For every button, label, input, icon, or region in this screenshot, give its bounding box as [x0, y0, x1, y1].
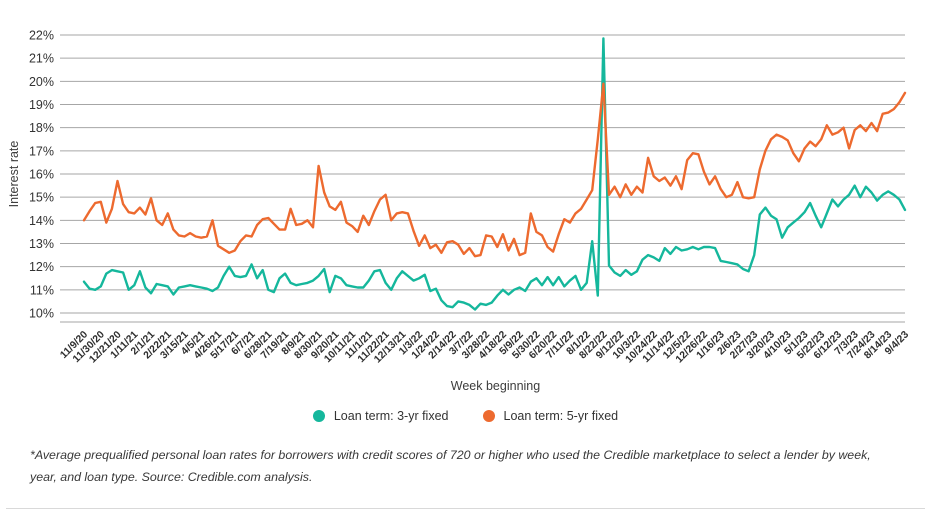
bottom-divider [6, 508, 925, 510]
svg-text:14%: 14% [29, 214, 54, 228]
x-axis-title: Week beginning [450, 379, 541, 393]
svg-text:18%: 18% [29, 121, 54, 135]
legend-dot-5yr-icon [482, 410, 495, 422]
chart-legend: Loan term: 3-yr fixed Loan term: 5-yr fi… [0, 409, 931, 423]
svg-text:20%: 20% [29, 75, 54, 89]
svg-text:16%: 16% [29, 168, 54, 182]
svg-text:13%: 13% [29, 237, 54, 251]
svg-text:10%: 10% [29, 307, 54, 321]
svg-text:11%: 11% [30, 283, 54, 297]
svg-text:15%: 15% [29, 191, 54, 205]
legend-dot-3yr-icon [312, 410, 325, 422]
svg-text:21%: 21% [29, 52, 54, 66]
svg-text:12%: 12% [29, 260, 54, 274]
rates-line-chart: 22%21%20%19%18%17%16%15%14%13%12%11%10%1… [7, 29, 911, 366]
legend-label-5yr: Loan term: 5-yr fixed [503, 409, 619, 423]
legend-item-5yr: Loan term: 5-yr fixed [482, 409, 619, 423]
svg-text:17%: 17% [29, 144, 54, 158]
source-footnote: *Average prequalified personal loan rate… [30, 448, 871, 484]
legend-label-3yr: Loan term: 3-yr fixed [333, 409, 449, 423]
legend-item-3yr: Loan term: 3-yr fixed [312, 409, 449, 423]
svg-text:22%: 22% [29, 29, 54, 43]
svg-text:Interest rate: Interest rate [7, 141, 21, 208]
svg-text:19%: 19% [29, 98, 54, 112]
